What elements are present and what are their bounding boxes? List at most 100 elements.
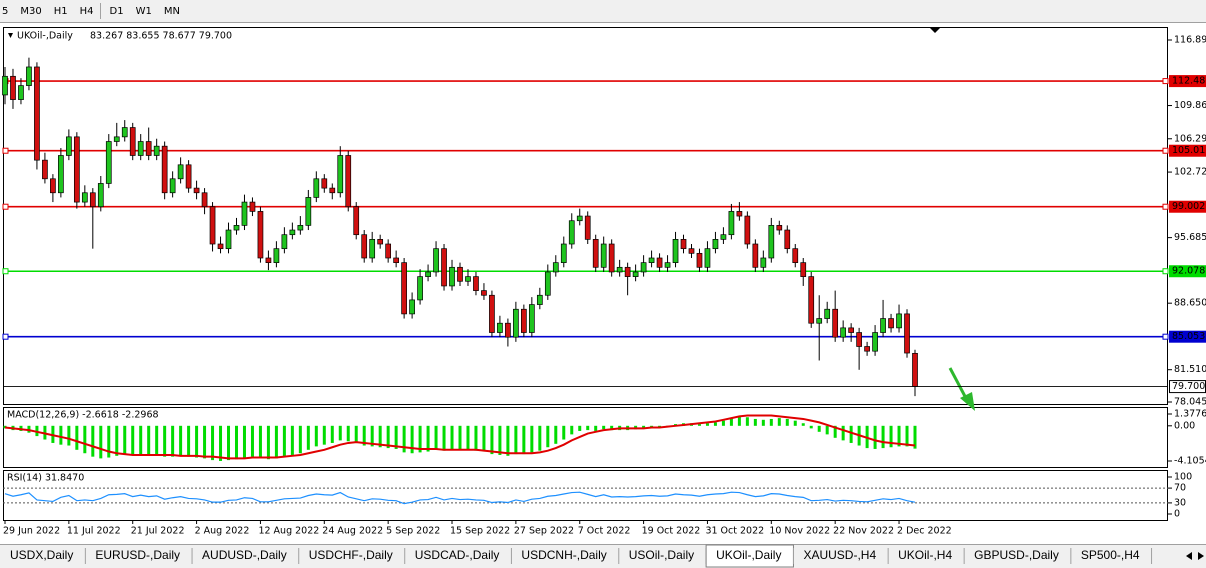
tab[interactable]: UKOil-,H4 — [898, 548, 952, 562]
macd-bar — [849, 425, 853, 443]
macd-bar — [242, 425, 246, 458]
candle-body — [568, 220, 575, 245]
tab[interactable]: EURUSD-,Daily — [95, 548, 180, 562]
tab-scroll-left[interactable] — [1186, 552, 1192, 560]
macd-bar — [889, 425, 893, 448]
macd-bar — [474, 425, 478, 451]
candle-body — [409, 299, 415, 315]
candle-body — [393, 257, 399, 263]
macd-bar — [881, 425, 885, 449]
y-tick-label: -4.1054 — [1174, 456, 1206, 467]
macd-bar — [147, 425, 151, 455]
macd-bar — [578, 425, 582, 431]
timeframe-button[interactable]: MN — [164, 6, 180, 17]
level-handle — [2, 203, 9, 210]
macd-bar — [83, 425, 87, 454]
macd-bar — [131, 425, 135, 455]
tab[interactable]: UKOil-,Daily — [716, 548, 781, 562]
candle-body — [161, 145, 168, 194]
timeframe-button[interactable]: 5 — [2, 6, 8, 17]
level-price-label: 105.011 — [1172, 145, 1206, 156]
candle-body — [353, 206, 360, 236]
candle-body — [281, 234, 288, 250]
candle-body — [776, 225, 783, 231]
macd-bar — [482, 425, 486, 452]
candle-body — [377, 239, 384, 245]
timeframe-button[interactable]: M30 — [20, 6, 41, 17]
y-tick-label: 102.720 — [1174, 167, 1206, 178]
tab[interactable]: SP500-,H4 — [1081, 548, 1140, 562]
candle-body — [18, 85, 24, 100]
y-tick-label: 70 — [1174, 483, 1186, 494]
candle-body — [784, 229, 791, 250]
macd-bar — [769, 418, 773, 426]
level-price-label: 85.053 — [1172, 331, 1205, 342]
candle-body — [505, 322, 511, 338]
macd-bar — [163, 425, 167, 457]
macd-bar — [362, 425, 366, 446]
candle-body — [800, 262, 807, 277]
macd-bar — [59, 425, 63, 445]
timeframe-button[interactable]: W1 — [136, 6, 152, 17]
candle-body — [856, 332, 862, 347]
timeframe-button[interactable]: D1 — [110, 6, 124, 17]
macd-bar — [211, 425, 215, 461]
candle-body — [624, 266, 631, 277]
tab[interactable]: USDCNH-,Daily — [521, 548, 606, 562]
timeframe-button[interactable]: H4 — [80, 6, 94, 17]
candle-body — [73, 136, 80, 203]
candle-body — [417, 276, 423, 301]
level-handle — [1162, 78, 1169, 85]
macd-bar — [458, 425, 462, 450]
candle-body — [680, 239, 687, 250]
macd-bar — [274, 425, 278, 459]
macd-bar — [203, 425, 207, 459]
tab[interactable]: GBPUSD-,Daily — [974, 548, 1059, 562]
timeframe-button[interactable]: H1 — [54, 6, 68, 17]
tab[interactable]: USDCHF-,Daily — [309, 548, 393, 562]
candle-body — [544, 271, 551, 296]
macd-bar — [426, 425, 430, 452]
macd-bar — [745, 417, 749, 426]
candle-body — [433, 248, 439, 273]
macd-bar — [99, 425, 103, 459]
x-tick-label: 11 Jul 2022 — [67, 526, 121, 537]
chart-title: UKOil-,Daily — [17, 31, 73, 42]
candle-body — [824, 308, 831, 319]
tab[interactable]: AUDUSD-,Daily — [202, 548, 287, 562]
macd-bar — [554, 425, 558, 444]
macd-bar — [753, 418, 757, 426]
candle-body — [361, 234, 368, 259]
macd-bar — [195, 425, 199, 458]
level-price-box — [1169, 330, 1206, 343]
macd-bar — [314, 425, 318, 447]
tab[interactable]: USDCAD-,Daily — [415, 548, 500, 562]
macd-bar — [530, 425, 534, 453]
candle-body — [792, 248, 799, 263]
level-handle — [2, 333, 9, 340]
candle-body — [808, 276, 815, 324]
macd-bar — [777, 418, 781, 426]
level-price-box — [1169, 200, 1206, 213]
macd-bar — [442, 425, 446, 451]
candle-body — [696, 252, 703, 268]
candle-body — [217, 243, 224, 250]
macd-bar — [75, 425, 79, 450]
tab-scroll-right[interactable] — [1198, 552, 1204, 560]
macd-bar — [219, 425, 223, 461]
x-tick-label: 2 Aug 2022 — [195, 526, 250, 537]
candle-body — [473, 276, 479, 291]
tab[interactable]: XAUUSD-,H4 — [803, 548, 876, 562]
candle-body — [153, 145, 160, 156]
macd-bar — [514, 425, 518, 455]
level-price-label: 112.486 — [1172, 76, 1206, 87]
tab[interactable]: USOil-,Daily — [629, 548, 694, 562]
candle-body — [760, 257, 767, 268]
tab[interactable]: USDX,Daily — [10, 548, 73, 562]
macd-bar — [250, 425, 254, 457]
candle-body — [369, 239, 376, 259]
macd-bar — [570, 425, 574, 435]
macd-bar — [115, 425, 119, 456]
x-tick-label: 15 Sep 2022 — [450, 526, 510, 537]
